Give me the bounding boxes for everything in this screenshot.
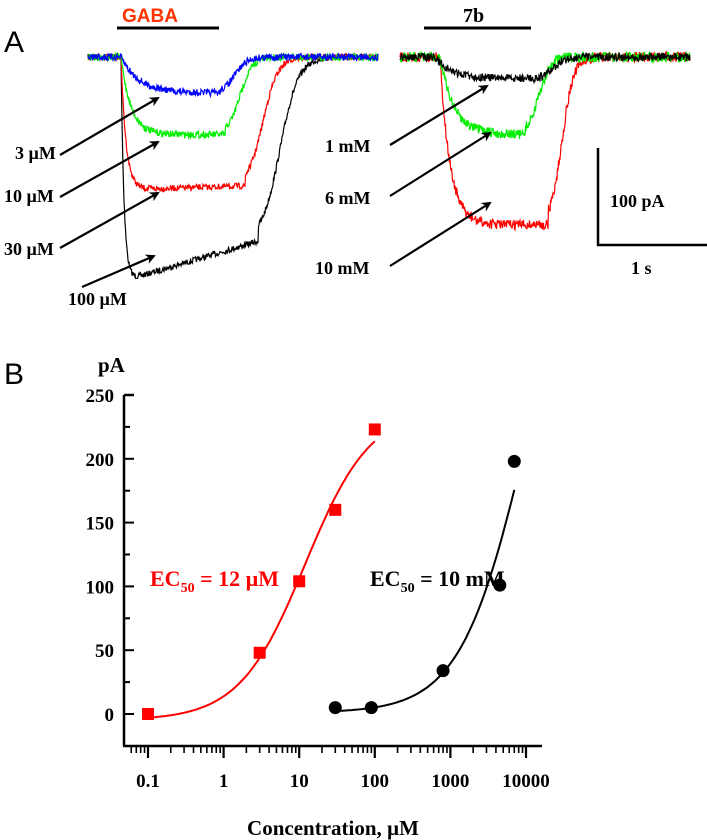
y-tick-label: 150 — [86, 514, 115, 535]
trace-gaba-3uM — [87, 52, 379, 99]
label-10mM: 10 mM — [315, 258, 369, 278]
x-tick-label: 10 — [290, 771, 309, 792]
arrow-10mM — [389, 201, 492, 267]
arrow-6mM — [389, 131, 492, 197]
data-point-7b — [493, 578, 507, 592]
x-tick-label: 10000 — [502, 771, 550, 792]
y-axis-label: pA — [98, 353, 126, 377]
dose-response-curves — [142, 423, 521, 720]
label-30uM: 30 µM — [4, 239, 54, 259]
x-axis-label: Concentration, µM — [247, 816, 419, 840]
y-tick-label: 50 — [95, 641, 114, 662]
data-point-7b — [328, 701, 342, 715]
data-point-7b — [436, 664, 450, 678]
dose-response-axes: 0 50 100 150 200 250 0.1 1 10 100 1000 10000 — [86, 386, 550, 792]
7b-bar-label: 7b — [463, 5, 484, 27]
label-100uM: 100 µM — [68, 289, 127, 309]
data-point-gaba — [293, 575, 306, 588]
data-point-gaba — [142, 708, 154, 720]
x-tick-label: 100 — [361, 771, 390, 792]
label-10uM: 10 µM — [4, 186, 54, 206]
label-1mM: 1 mM — [325, 136, 370, 156]
data-point-gaba — [368, 423, 381, 436]
scale-bar-current: 100 pA — [610, 191, 665, 211]
scale-bar-time: 1 s — [631, 258, 652, 278]
y-tick-label: 100 — [86, 577, 115, 598]
arrow-1mM — [389, 84, 489, 146]
x-tick-label: 0.1 — [136, 771, 160, 792]
fit-curve-7b — [335, 489, 516, 713]
trace-7b-1mM — [399, 51, 691, 85]
arrow-3uM — [59, 96, 160, 156]
label-3uM: 3 µM — [15, 143, 56, 163]
panel-label-b: B — [4, 358, 24, 391]
arrow-10uM — [59, 141, 160, 198]
y-tick-label: 250 — [86, 386, 115, 407]
panel-label-a: A — [4, 26, 24, 59]
x-tick-label: 1 — [219, 771, 229, 792]
7b-trace-labels: 1 mM 6 mM 10 mM — [315, 84, 492, 278]
arrow-30uM — [59, 192, 160, 249]
current-traces — [87, 50, 691, 280]
scale-bar-lines — [596, 148, 707, 247]
data-point-gaba — [329, 503, 342, 516]
gaba-bar-label: GABA — [122, 6, 178, 27]
x-tick-label: 1000 — [431, 771, 469, 792]
trace-gaba-100uM — [87, 52, 379, 280]
arrow-100uM — [81, 254, 156, 289]
scale-bar: 100 pA 1 s — [596, 148, 707, 278]
ec50-7b-annotation: EC50 = 10 mM — [370, 566, 505, 596]
label-6mM: 6 mM — [325, 188, 370, 208]
y-tick-label: 200 — [86, 450, 115, 471]
data-point-7b — [507, 454, 521, 468]
data-point-gaba — [253, 646, 266, 659]
trace-gaba-10uM — [87, 51, 379, 141]
ec50-gaba-annotation: EC50 = 12 µM — [150, 566, 279, 596]
gaba-trace-labels: 3 µM 10 µM 30 µM 100 µM — [4, 96, 160, 309]
data-point-7b — [364, 701, 378, 715]
y-tick-label: 0 — [105, 705, 115, 726]
